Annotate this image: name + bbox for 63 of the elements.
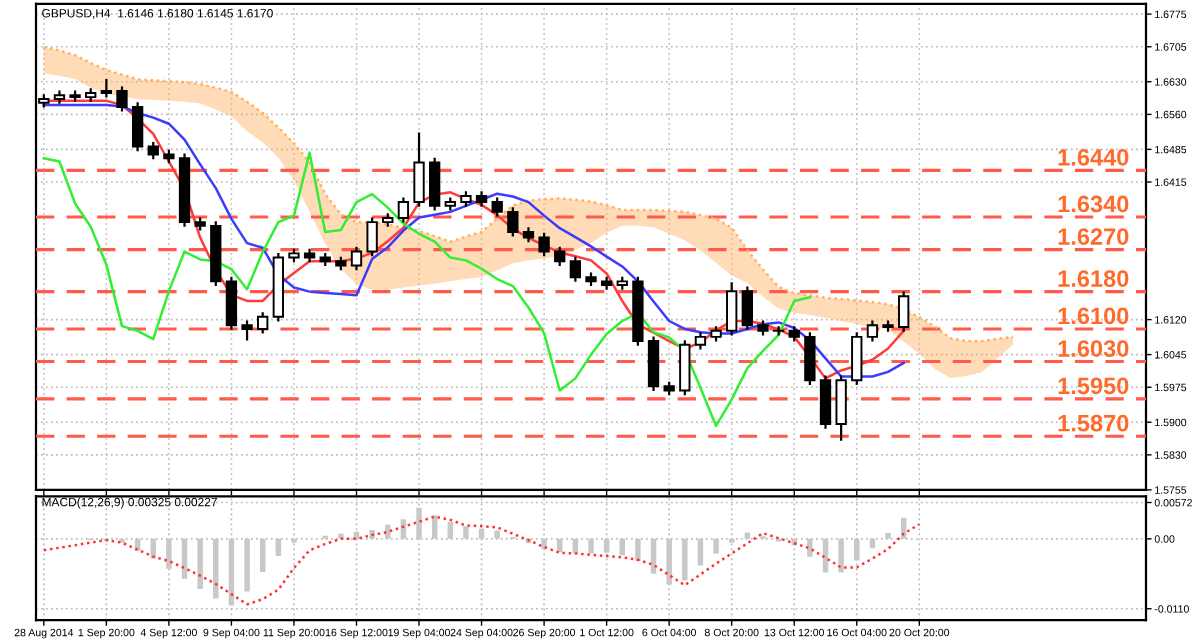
bar — [713, 538, 719, 554]
line-series — [42, 515, 921, 606]
bar — [807, 538, 813, 557]
candlestick — [225, 275, 238, 331]
candlestick — [772, 325, 785, 337]
ref-line-label: 1.5870 — [1058, 414, 1129, 432]
candlestick — [647, 335, 660, 393]
bar — [494, 530, 500, 539]
bar — [822, 538, 829, 573]
bar — [213, 538, 219, 599]
candlestick — [898, 290, 910, 333]
bar — [603, 538, 610, 553]
candlestick — [851, 331, 863, 387]
candlestick — [804, 331, 816, 387]
candlestick — [429, 156, 441, 212]
candlestick — [491, 196, 503, 218]
candlestick — [413, 131, 425, 208]
candlestick — [819, 374, 832, 430]
candlestick — [679, 339, 691, 397]
bar — [666, 538, 672, 585]
bar — [885, 533, 891, 539]
candlestick — [866, 319, 879, 343]
bar — [259, 538, 266, 572]
bar — [541, 538, 547, 550]
bar — [682, 538, 688, 581]
candlestick — [726, 281, 738, 337]
line-series — [42, 151, 812, 428]
candlestick — [507, 206, 519, 238]
ref-line-label: 1.6340 — [1058, 195, 1129, 213]
candlestick — [350, 245, 363, 272]
candlestick — [569, 255, 582, 283]
candlestick — [257, 311, 269, 335]
bar — [588, 538, 594, 554]
ref-line-label: 1.6030 — [1058, 340, 1129, 357]
candlestick — [741, 285, 753, 331]
candlestick — [538, 231, 550, 258]
bar — [697, 538, 704, 566]
candlestick — [241, 319, 253, 342]
candlestick — [397, 196, 410, 224]
bar — [463, 526, 469, 539]
bar — [838, 538, 844, 573]
bar — [635, 538, 641, 562]
ref-line-label: 1.5950 — [1058, 377, 1129, 395]
bar — [244, 538, 250, 592]
ref-line-label: 1.6100 — [1058, 307, 1129, 325]
ref-line-label: 1.6270 — [1058, 228, 1129, 245]
bar — [447, 521, 454, 539]
candlestick — [366, 216, 378, 258]
bar — [854, 538, 860, 561]
candlestick — [116, 85, 128, 113]
candlestick — [100, 77, 113, 99]
bar — [275, 538, 282, 556]
ref-line-label: 1.6180 — [1058, 270, 1129, 287]
bar — [338, 533, 344, 539]
candlestick — [554, 245, 566, 268]
bar — [166, 538, 172, 569]
bar — [197, 538, 203, 590]
candlestick — [131, 101, 144, 153]
bar — [416, 507, 422, 539]
candlestick — [835, 374, 847, 442]
bar — [228, 538, 235, 606]
bar — [744, 532, 751, 539]
ref-line-label: 1.6440 — [1058, 148, 1129, 166]
